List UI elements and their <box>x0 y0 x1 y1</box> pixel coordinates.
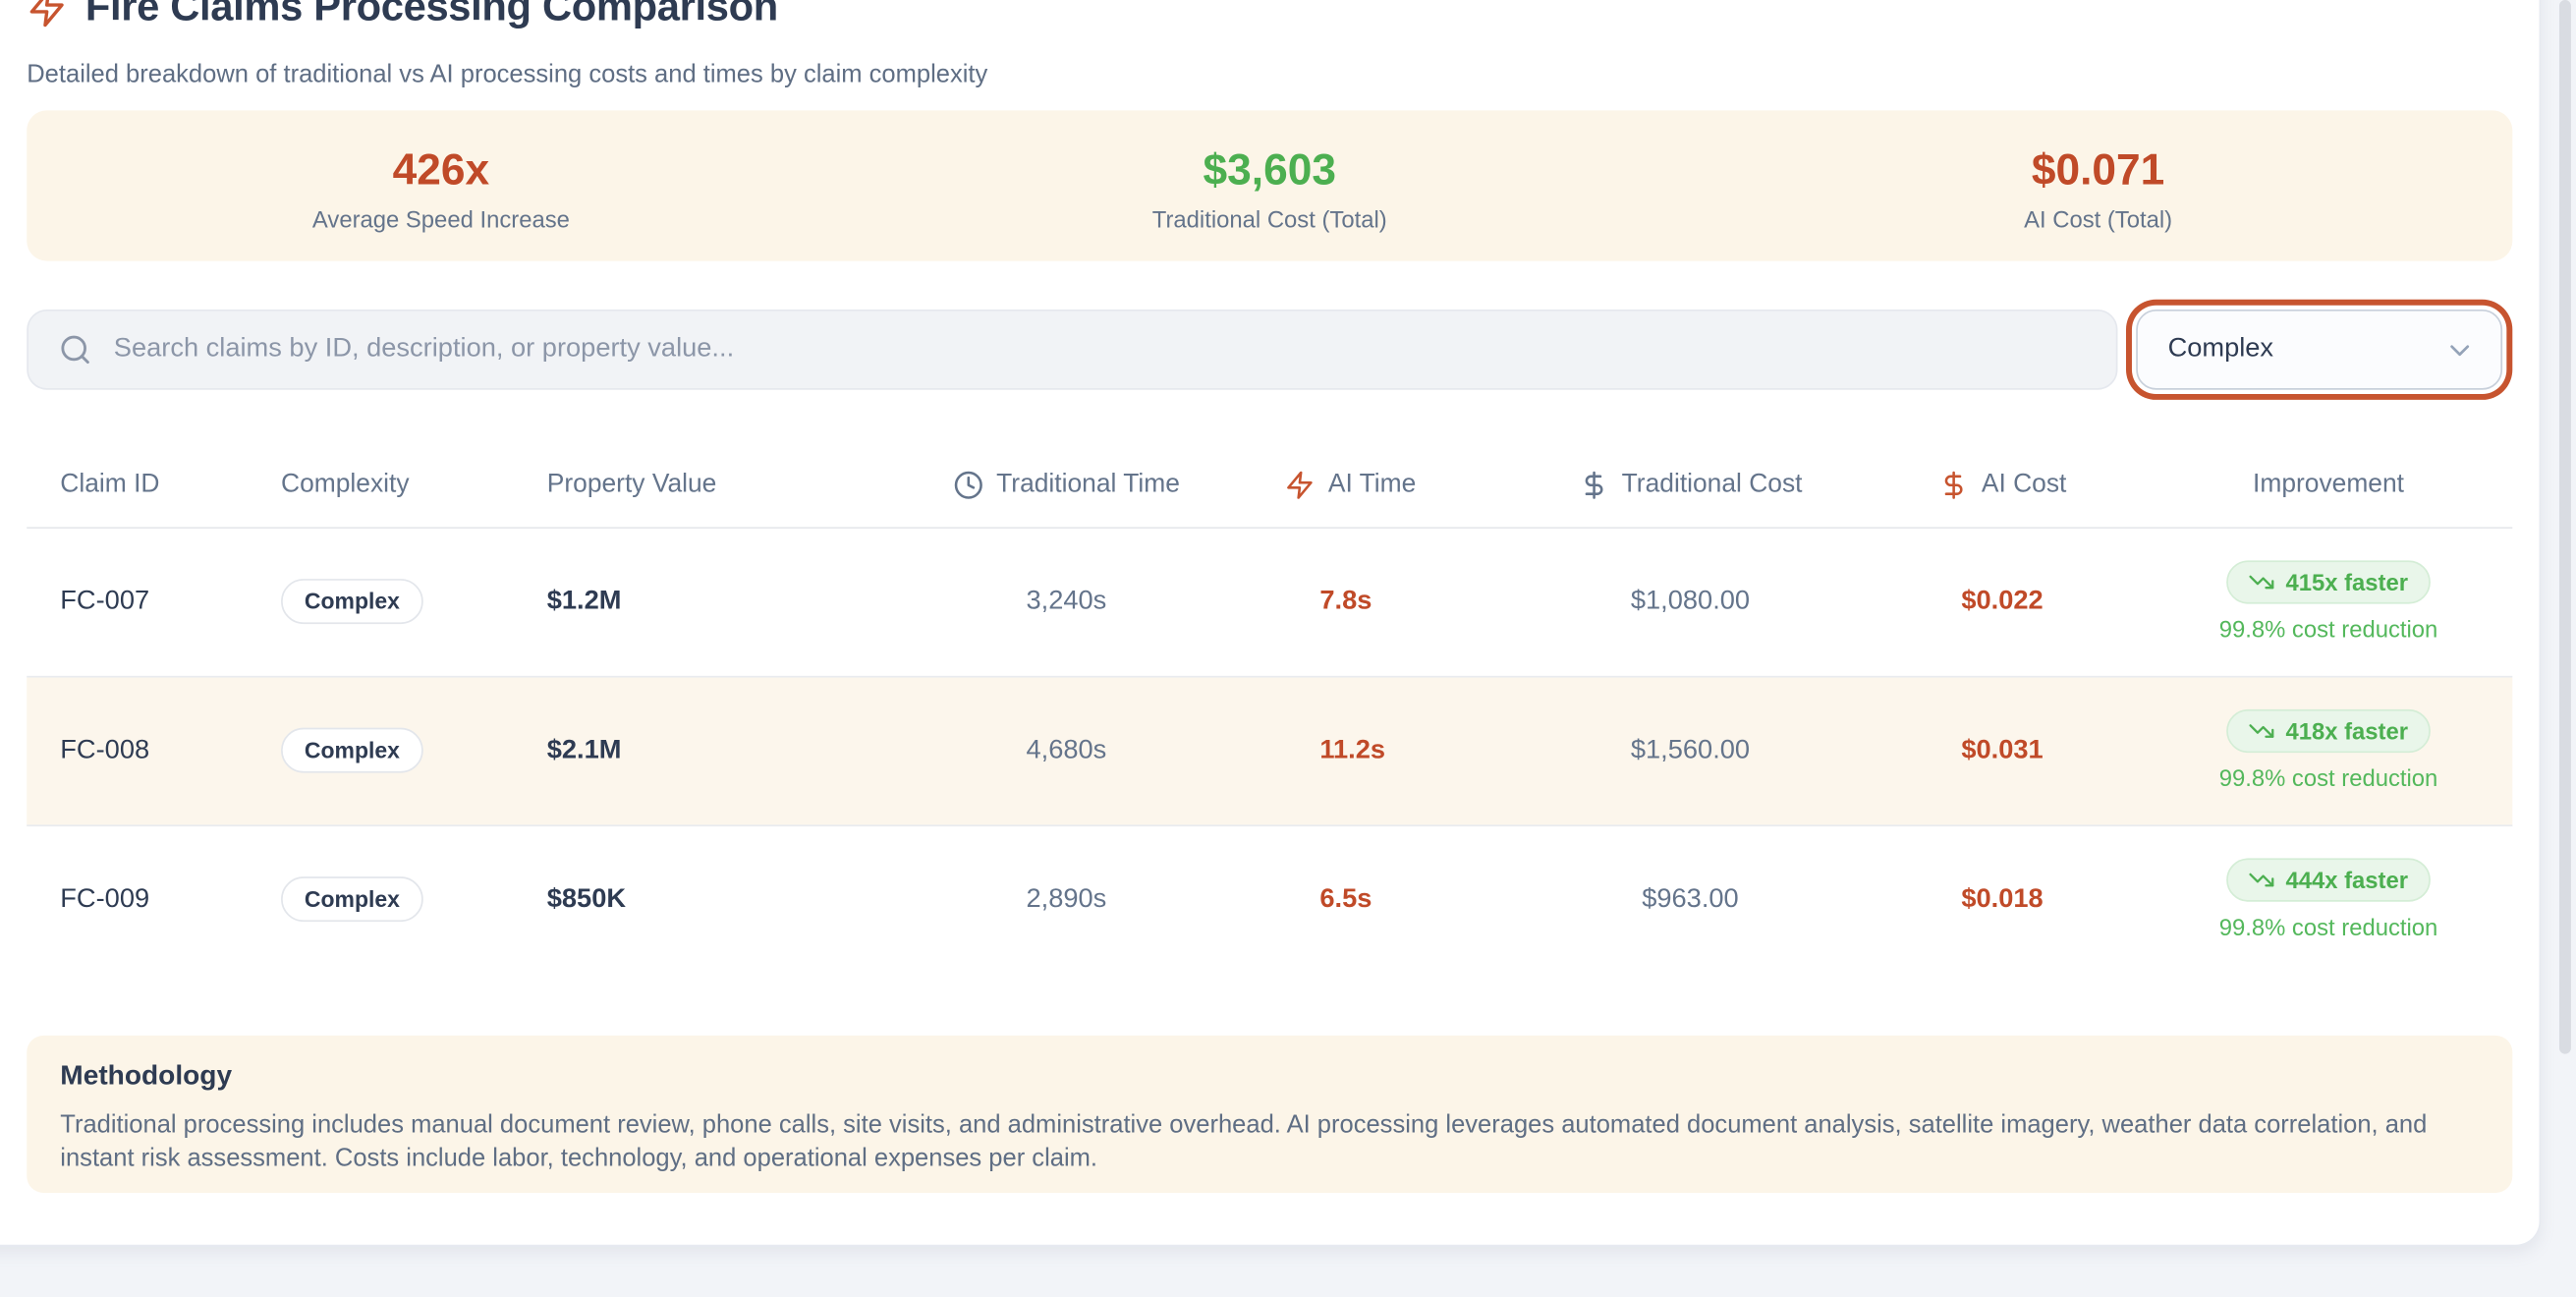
cell-ai-cost: $0.022 <box>1961 586 2044 615</box>
complexity-badge: Complex <box>281 579 423 625</box>
dollar-icon <box>1943 471 1962 499</box>
cell-traditional-time: 4,680s <box>1026 735 1107 764</box>
filter-selected-value: Complex <box>2167 334 2274 364</box>
stat-speed-increase: 426x Average Speed Increase <box>27 110 855 260</box>
trending-down-icon <box>2250 575 2275 590</box>
stat-value: 426x <box>392 142 490 194</box>
stat-ai-cost-total: $0.071 AI Cost (Total) <box>1684 110 2512 260</box>
column-label: Claim ID <box>60 470 160 498</box>
column-label: AI Cost <box>1981 470 2067 498</box>
stat-label: Average Speed Increase <box>311 204 570 232</box>
cell-traditional-time: 3,240s <box>1026 586 1107 615</box>
column-header-traditional-cost: Traditional Cost <box>1521 470 1861 500</box>
table-row[interactable]: FC-008 Complex $2.1M 4,680s 11.2s $1,560… <box>27 676 2513 826</box>
page-header: Fire Claims Processing Comparison <box>27 0 778 35</box>
stat-value: $3,603 <box>1203 142 1336 194</box>
zap-icon <box>29 0 64 28</box>
improvement-badge: 415x faster <box>2226 560 2431 604</box>
cell-property-value: $850K <box>546 883 627 913</box>
improvement-label: 415x faster <box>2285 568 2409 596</box>
stat-label: Traditional Cost (Total) <box>1151 204 1387 232</box>
cell-traditional-time: 2,890s <box>1026 883 1107 913</box>
cell-ai-time: 7.8s <box>1319 586 1372 615</box>
column-label: Traditional Cost <box>1621 470 1803 498</box>
cell-traditional-cost: $963.00 <box>1642 883 1739 913</box>
column-header-claim-id: Claim ID <box>27 470 257 500</box>
complexity-badge: Complex <box>281 727 423 773</box>
cell-claim-id: FC-007 <box>60 586 150 615</box>
cell-ai-time: 11.2s <box>1319 735 1386 764</box>
search-input[interactable] <box>91 334 2116 366</box>
cost-reduction-label: 99.8% cost reduction <box>2218 764 2438 792</box>
column-header-ai-time: AI Time <box>1285 470 1521 500</box>
improvement-badge: 444x faster <box>2226 858 2431 902</box>
page-subtitle: Detailed breakdown of traditional vs AI … <box>27 60 988 89</box>
column-header-improvement: Improvement <box>2145 470 2513 500</box>
cost-reduction-label: 99.8% cost reduction <box>2218 913 2438 940</box>
column-label: Complexity <box>281 470 410 498</box>
cell-ai-cost: $0.031 <box>1961 735 2044 764</box>
page-title: Fire Claims Processing Comparison <box>84 0 778 30</box>
vertical-scrollbar-thumb[interactable] <box>2558 0 2571 1054</box>
table-header-row: Claim ID Complexity Property Value Tradi… <box>27 443 2513 529</box>
column-header-property-value: Property Value <box>524 470 848 500</box>
complexity-filter-select[interactable]: Complex <box>2136 309 2503 390</box>
dollar-icon <box>1584 471 1602 499</box>
column-label: Improvement <box>2252 470 2405 498</box>
trending-down-icon <box>2250 873 2275 887</box>
column-label: Traditional Time <box>996 470 1180 498</box>
cell-property-value: $2.1M <box>546 735 622 764</box>
table-body: FC-007 Complex $1.2M 3,240s 7.8s $1,080.… <box>27 528 2513 973</box>
cost-reduction-label: 99.8% cost reduction <box>2218 615 2438 643</box>
table-row[interactable]: FC-007 Complex $1.2M 3,240s 7.8s $1,080.… <box>27 528 2513 677</box>
cell-traditional-cost: $1,080.00 <box>1630 586 1751 615</box>
cell-complexity: Complex <box>257 876 524 923</box>
clock-icon <box>954 471 982 499</box>
stat-traditional-cost-total: $3,603 Traditional Cost (Total) <box>856 110 1684 260</box>
cell-claim-id: FC-009 <box>60 883 150 913</box>
trending-down-icon <box>2250 724 2275 738</box>
stat-value: $0.071 <box>2031 142 2165 194</box>
methodology-panel: Methodology Traditional processing inclu… <box>27 1035 2513 1193</box>
cell-improvement: 418x faster 99.8% cost reduction <box>2145 708 2513 792</box>
column-label: Property Value <box>546 470 717 498</box>
methodology-body: Traditional processing includes manual d… <box>60 1110 2428 1173</box>
column-header-traditional-time: Traditional Time <box>848 470 1284 500</box>
column-header-complexity: Complexity <box>257 470 524 500</box>
column-label: AI Time <box>1327 470 1417 498</box>
chevron-down-icon <box>2450 344 2470 356</box>
cell-complexity: Complex <box>257 579 524 625</box>
stat-label: AI Cost (Total) <box>2024 204 2173 232</box>
cell-traditional-cost: $1,560.00 <box>1630 735 1751 764</box>
search-box <box>27 309 2118 390</box>
cell-claim-id: FC-008 <box>60 735 150 764</box>
cell-property-value: $1.2M <box>546 586 622 615</box>
improvement-label: 444x faster <box>2285 866 2409 894</box>
improvement-label: 418x faster <box>2285 717 2409 745</box>
zap-icon <box>1287 471 1313 499</box>
improvement-badge: 418x faster <box>2226 708 2431 754</box>
cell-improvement: 415x faster 99.8% cost reduction <box>2145 560 2513 643</box>
column-header-ai-cost: AI Cost <box>1860 470 2144 500</box>
summary-stats-band: 426x Average Speed Increase $3,603 Tradi… <box>27 110 2513 261</box>
cell-ai-cost: $0.018 <box>1961 883 2044 913</box>
cell-improvement: 444x faster 99.8% cost reduction <box>2145 858 2513 940</box>
complexity-badge: Complex <box>281 876 423 923</box>
cell-ai-time: 6.5s <box>1319 883 1372 913</box>
table-row[interactable]: FC-009 Complex $850K 2,890s 6.5s $963.00… <box>27 825 2512 973</box>
cell-complexity: Complex <box>257 727 524 773</box>
methodology-heading: Methodology <box>60 1060 233 1092</box>
search-icon <box>61 335 89 365</box>
